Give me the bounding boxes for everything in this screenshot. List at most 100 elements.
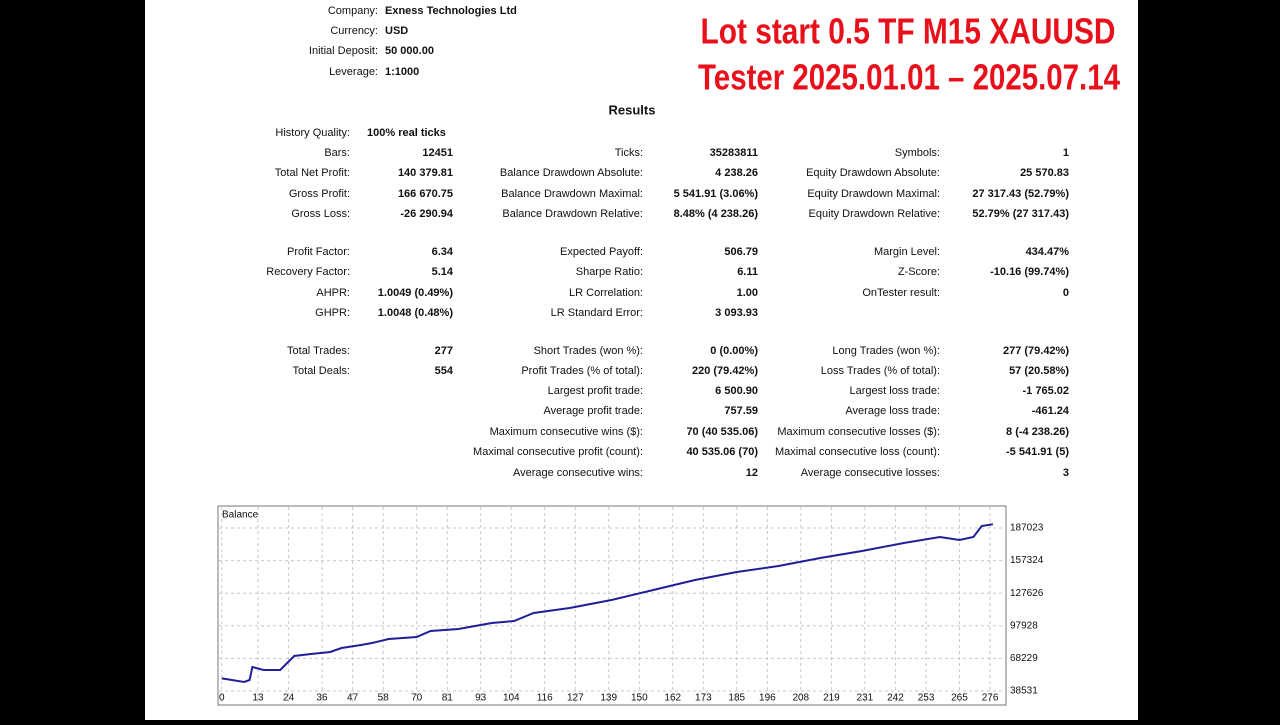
result-value: 27 317.43 (52.79%) [972,188,1069,200]
result-value: 25 570.83 [1020,167,1069,179]
header-label: Currency: [330,25,378,37]
result-value: 0 (0.00%) [710,345,758,357]
result-value: -26 290.94 [400,208,453,220]
header-value: 1:1000 [385,66,419,78]
result-label: OnTester result: [862,287,940,299]
overlay-line: Tester 2025.01.01 – 2025.07.14 [698,57,1120,98]
x-tick-label: 58 [378,693,390,704]
x-tick-label: 0 [219,693,225,704]
header-label: Leverage: [329,66,378,78]
results-title: Results [609,102,656,117]
result-label: Short Trades (won %): [534,345,643,357]
y-tick-label: 97928 [1010,620,1038,631]
result-label: Equity Drawdown Absolute: [806,167,940,179]
result-label: Recovery Factor: [266,266,350,278]
result-value: -461.24 [1032,405,1070,417]
result-label: Expected Payoff: [560,246,643,258]
result-label: Average profit trade: [544,405,643,417]
result-value: 5 541.91 (3.06%) [674,188,759,200]
header-label: Company: [328,5,378,17]
header-value: Exness Technologies Ltd [385,5,517,17]
result-label: Average consecutive wins: [513,467,643,479]
result-label: Equity Drawdown Relative: [809,208,940,220]
result-value: 12 [746,467,758,479]
result-label: AHPR: [316,287,350,299]
result-label: Gross Loss: [291,208,350,220]
result-label: Symbols: [895,147,940,159]
result-label: Profit Factor: [287,246,350,258]
result-label: Total Trades: [287,345,350,357]
balance-line [221,523,994,684]
result-label: Balance Drawdown Absolute: [500,167,643,179]
x-tick-label: 116 [537,693,553,704]
result-label: Ticks: [615,147,643,159]
result-value: 277 [435,345,453,357]
x-tick-label: 265 [951,693,968,704]
y-tick-label: 187023 [1010,523,1044,534]
result-label: Profit Trades (% of total): [521,365,643,377]
result-label: Total Net Profit: [275,167,350,179]
result-label: Total Deals: [293,365,350,377]
x-tick-label: 24 [283,693,295,704]
result-label: Sharpe Ratio: [576,266,643,278]
result-label: Largest profit trade: [548,385,643,397]
result-value: 35283811 [710,147,758,159]
result-label: Loss Trades (% of total): [821,365,940,377]
result-value: 1 [1063,147,1069,159]
result-value: -5 541.91 (5) [1006,446,1069,458]
result-value: 12451 [422,147,453,159]
chart-title: Balance [222,510,259,521]
result-value: 277 (79.42%) [1003,345,1069,357]
x-tick-label: 242 [887,693,904,704]
history-quality-value: 100% real ticks [367,127,446,139]
result-value: 757.59 [724,405,758,417]
result-label: Average loss trade: [845,405,940,417]
x-tick-label: 231 [856,693,873,704]
result-value: 6 500.90 [715,385,758,397]
result-label: Bars: [324,147,350,159]
history-quality-label: History Quality: [275,127,350,139]
x-tick-label: 104 [503,693,520,704]
result-value: 8 (-4 238.26) [1006,426,1069,438]
x-tick-label: 47 [347,693,359,704]
result-value: 4 238.26 [715,167,758,179]
result-value: 1.00 [737,287,758,299]
result-label: Maximal consecutive loss (count): [775,446,940,458]
x-tick-label: 173 [695,693,712,704]
result-value: 1.0048 (0.48%) [378,307,454,319]
x-tick-label: 139 [600,693,617,704]
result-value: 506.79 [724,246,758,258]
result-label: GHPR: [315,307,350,319]
result-value: 40 535.06 (70) [686,446,758,458]
y-tick-label: 157324 [1010,555,1044,566]
y-tick-label: 68229 [1010,653,1038,664]
result-label: Long Trades (won %): [832,345,940,357]
result-value: 166 670.75 [398,188,453,200]
x-tick-label: 81 [442,693,454,704]
result-value: 70 (40 535.06) [686,426,758,438]
x-tick-label: 253 [918,693,935,704]
overlay-line: Lot start 0.5 TF M15 XAUUSD [701,11,1116,52]
result-label: Equity Drawdown Maximal: [807,188,940,200]
x-tick-label: 93 [475,693,487,704]
result-value: -1 765.02 [1023,385,1069,397]
x-tick-label: 127 [567,693,584,704]
x-tick-label: 13 [252,693,264,704]
result-value: 3 [1063,467,1069,479]
result-label: Maximum consecutive losses ($): [777,426,940,438]
result-value: 6.11 [737,266,758,278]
result-value: -10.16 (99.74%) [990,266,1069,278]
result-label: Average consecutive losses: [801,467,940,479]
x-tick-label: 185 [728,693,745,704]
result-label: Maximum consecutive wins ($): [490,426,643,438]
result-value: 220 (79.42%) [692,365,758,377]
y-tick-label: 38531 [1010,686,1038,697]
result-label: Gross Profit: [289,188,350,200]
x-tick-label: 70 [411,693,423,704]
chart-frame [217,505,1007,706]
x-tick-label: 162 [664,693,681,704]
result-value: 3 093.93 [715,307,758,319]
result-value: 434.47% [1026,246,1070,258]
header-value: USD [385,25,408,37]
